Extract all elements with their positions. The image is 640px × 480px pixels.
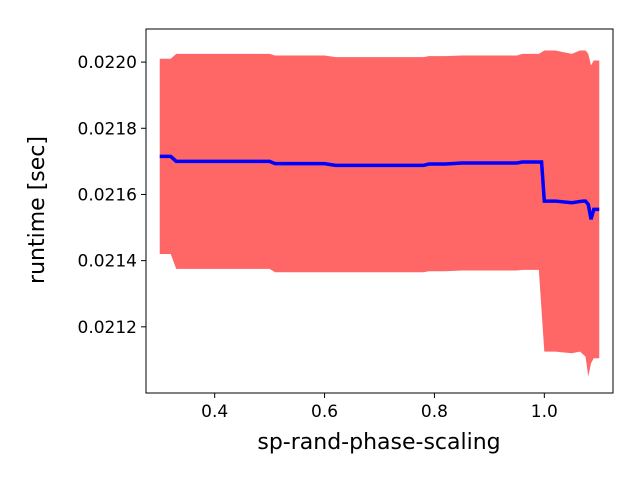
mean-line-layer — [159, 154, 600, 220]
x-tick-label: 0.6 — [311, 402, 338, 422]
x-tick-label: 1.0 — [531, 402, 558, 422]
mean-line — [159, 154, 600, 220]
std-band-layer — [159, 50, 600, 377]
y-tick-label: 0.0212 — [78, 318, 137, 338]
plot-frame — [145, 28, 614, 394]
x-axis-ticks: 0.4 0.6 0.8 1.0 — [201, 393, 558, 422]
y-tick-label: 0.0218 — [78, 119, 137, 139]
y-axis-ticks: 0.0212 0.0214 0.0216 0.0218 0.0220 — [78, 53, 146, 338]
x-tick-label: 0.4 — [201, 402, 228, 422]
y-tick-label: 0.0214 — [78, 252, 137, 272]
y-tick-label: 0.0220 — [78, 53, 137, 73]
y-axis-label: runtime [sec] — [25, 136, 50, 284]
x-tick-label: 0.8 — [421, 402, 448, 422]
y-tick-label: 0.0216 — [78, 185, 137, 205]
std-band — [159, 50, 600, 377]
x-axis-label: sp-rand-phase-scaling — [257, 430, 500, 455]
